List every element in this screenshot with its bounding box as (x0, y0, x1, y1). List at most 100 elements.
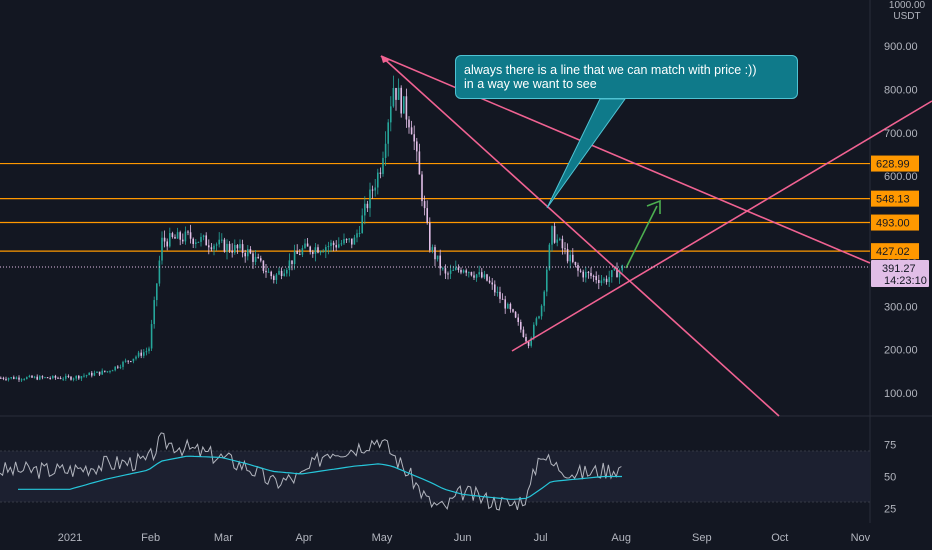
projection-arrow[interactable] (625, 205, 658, 269)
candle-body (579, 270, 582, 272)
candle-body (507, 303, 509, 309)
candle-body (270, 271, 272, 277)
candle-body (353, 237, 356, 245)
candle-body (278, 270, 280, 275)
candle-body (377, 172, 379, 188)
candle-body (423, 201, 426, 209)
candle-body (228, 243, 231, 251)
time-axis-label: Feb (141, 532, 160, 544)
candle-body (569, 254, 571, 262)
trendline-anchor (381, 56, 390, 63)
price-tick-label: 600.00 (884, 171, 918, 183)
candle-body (249, 249, 252, 254)
level-price-tag (871, 155, 919, 172)
candle-body (538, 316, 540, 319)
candle-body (119, 366, 122, 368)
candle-body (210, 247, 213, 250)
time-axis-label: Jul (534, 532, 548, 544)
candle-body (114, 366, 116, 371)
price-tick-label: 100.00 (884, 388, 918, 400)
rsi-tick-label: 25 (884, 503, 896, 515)
candle-body (143, 352, 145, 356)
rsi-tick-label: 50 (884, 472, 896, 484)
candle-body (595, 276, 597, 280)
time-axis-label: May (372, 532, 393, 544)
candle-body (314, 247, 317, 254)
candle-body (145, 351, 148, 353)
candle-body (182, 239, 184, 242)
candle-body (135, 356, 137, 359)
candle-body (434, 247, 436, 260)
candle-body (509, 303, 512, 310)
candle-body (540, 305, 543, 317)
level-price-label: 427.02 (876, 246, 910, 258)
candle-body (335, 245, 337, 248)
candle-body (416, 141, 418, 152)
current-price-tag: 391.27 14:23:10 (871, 260, 929, 287)
candle-body (104, 370, 106, 372)
candle-body (608, 277, 610, 283)
level-price-tag (871, 214, 919, 231)
ascending-support-trendline[interactable] (511, 100, 932, 352)
candle-body (486, 274, 488, 281)
candle-body (616, 267, 618, 278)
candle-body (366, 203, 369, 209)
candle-body (442, 268, 444, 270)
candle-body (405, 96, 408, 120)
candle-body (262, 260, 265, 271)
candle-body (525, 336, 527, 342)
candle-body (546, 269, 548, 292)
candle-body (382, 157, 384, 174)
candle-body (36, 376, 38, 380)
time-axis-label: Aug (611, 532, 631, 544)
candle-body (395, 88, 397, 100)
candle-body (327, 246, 330, 248)
annotation-callout[interactable]: always there is a line that we can match… (455, 55, 798, 99)
time-axis-label: Nov (851, 532, 871, 544)
candle-body (561, 238, 564, 249)
price-tick-label: 300.00 (884, 301, 918, 313)
candle-body (31, 375, 33, 378)
candle-body (65, 375, 67, 379)
rsi-moving-average (18, 455, 622, 500)
price-tick-label: 200.00 (884, 345, 918, 357)
candle-body (72, 378, 75, 380)
candle-body (613, 267, 616, 271)
candle-body (572, 254, 574, 262)
candle-body (158, 260, 161, 284)
candle-body (452, 269, 454, 271)
candle-body (592, 275, 595, 277)
candle-body (413, 134, 415, 142)
candle-body (379, 172, 382, 174)
candle-body (356, 233, 358, 238)
candle-body (473, 275, 475, 278)
level-price-label: 493.00 (876, 218, 910, 230)
candle-body (499, 291, 501, 299)
candle-body (431, 247, 434, 251)
time-axis-label: Apr (295, 532, 312, 544)
candle-body (49, 378, 51, 380)
candle-body (109, 371, 111, 373)
candle-body (236, 245, 239, 249)
candle-body (39, 376, 41, 380)
candle-body (582, 271, 584, 278)
candle-body (208, 245, 210, 248)
candle-body (195, 242, 197, 244)
candle-body (418, 151, 421, 175)
candle-body (293, 251, 296, 265)
price-unit-top: 1000.00 (888, 0, 926, 11)
callout-pointer (546, 98, 626, 209)
candle-body (553, 226, 556, 243)
candle-body (621, 265, 623, 271)
candle-body (117, 366, 119, 368)
candle-body (590, 272, 592, 276)
candle-body (551, 226, 553, 245)
candle-body (83, 375, 85, 377)
candle-body (265, 270, 267, 273)
time-axis-label: Oct (771, 532, 788, 544)
descending-trendline-steep[interactable] (380, 55, 780, 417)
level-price-label: 548.13 (876, 194, 910, 206)
candle-body (78, 375, 80, 379)
candle-body (124, 360, 127, 362)
candle-body (127, 360, 129, 362)
